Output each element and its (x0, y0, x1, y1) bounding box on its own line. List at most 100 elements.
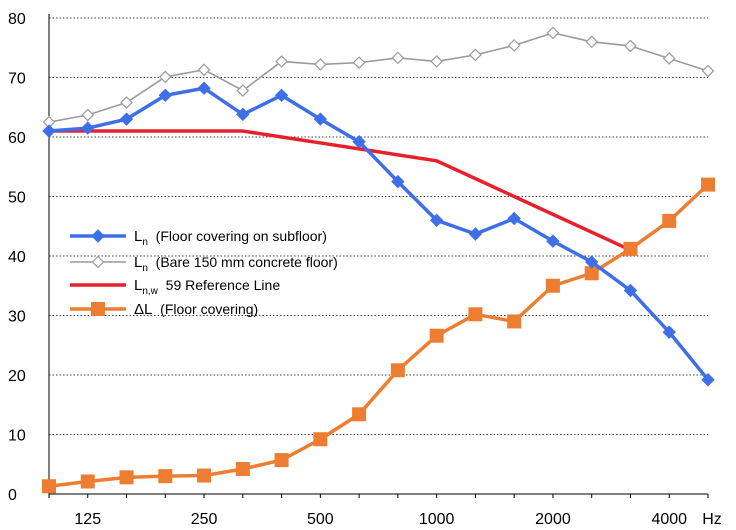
data-point (584, 255, 599, 269)
data-point (274, 453, 289, 468)
data-point (662, 52, 676, 65)
y-tick-labels: 0 10 20 30 40 50 60 70 80 (8, 11, 26, 504)
series-line (48, 86, 710, 381)
data-point (429, 328, 444, 343)
gridlines (49, 17, 708, 435)
data-point (314, 58, 327, 71)
data-point (662, 325, 676, 339)
legend-label-subscript: n,w (142, 286, 158, 297)
data-point (352, 135, 366, 149)
series-3 (42, 177, 715, 494)
legend-item: Ln (Bare 150 mm concrete floor) (70, 254, 338, 274)
data-point (391, 51, 405, 65)
axes (48, 14, 709, 498)
x-tick-label: 125 (74, 511, 101, 528)
y-tick-label: 20 (8, 368, 26, 385)
y-tick-label: 70 (8, 71, 26, 88)
data-point (236, 107, 250, 122)
data-point (274, 88, 289, 103)
data-point (313, 112, 328, 126)
data-point (545, 278, 560, 293)
data-point (429, 213, 444, 228)
data-point (119, 470, 134, 485)
data-point (42, 124, 56, 138)
data-point (81, 108, 95, 122)
data-point (391, 174, 405, 189)
series-line (48, 32, 709, 123)
data-point (352, 407, 367, 422)
data-point (701, 64, 715, 78)
legend: Ln (Floor covering on subfloor)Ln (Bare … (70, 228, 338, 318)
y-tick-label: 80 (8, 11, 26, 28)
series-line (49, 129, 632, 252)
data-point (507, 39, 521, 52)
x-tick-label: 4000 (651, 511, 687, 528)
data-point (662, 213, 677, 228)
data-point (585, 35, 599, 49)
data-point (158, 469, 173, 484)
data-point (468, 227, 483, 241)
data-point (623, 241, 638, 256)
legend-label-main: L (134, 228, 142, 245)
y-tick-label: 40 (8, 249, 26, 266)
legend-label-subscript: n (142, 263, 148, 274)
series-0 (42, 81, 715, 387)
series-2 (49, 129, 632, 252)
data-point (197, 81, 211, 95)
data-point (158, 70, 172, 84)
data-point (468, 307, 483, 322)
legend-item: Ln (Floor covering on subfloor) (70, 228, 327, 248)
data-point (81, 121, 95, 135)
data-point (507, 314, 522, 329)
legend-swatch-marker (91, 229, 105, 243)
x-tick-label: 2000 (535, 511, 571, 528)
legend-item: Ln,w 59 Reference Line (70, 277, 280, 297)
x-tick-label: 250 (191, 511, 218, 528)
data-point (313, 432, 328, 447)
plot-area (42, 26, 715, 494)
x-tick-labels: 125 250 500 1000 2000 4000 (74, 511, 687, 528)
y-tick-label: 10 (8, 428, 26, 445)
series-1 (42, 26, 715, 129)
data-point (80, 474, 95, 489)
data-point (235, 462, 250, 477)
data-point (197, 63, 211, 77)
legend-label-text: (Floor covering) (152, 301, 258, 317)
x-tick-label: 500 (307, 511, 334, 528)
legend-item: ΔL (Floor covering) (70, 301, 258, 318)
legend-label: Ln (Bare 150 mm concrete floor) (134, 254, 338, 274)
data-point (120, 96, 133, 109)
legend-label-subscript: n (142, 237, 148, 248)
legend-label-main: ΔL (134, 301, 152, 318)
data-point (701, 177, 715, 192)
data-point (584, 266, 599, 281)
legend-swatch-marker (91, 255, 105, 269)
y-tick-label: 50 (8, 190, 26, 207)
data-point (197, 468, 212, 483)
data-point (623, 283, 638, 298)
legend-label: Ln,w 59 Reference Line (134, 277, 280, 297)
legend-swatch-marker (91, 302, 105, 316)
legend-label: ΔL (Floor covering) (134, 301, 258, 318)
data-point (119, 112, 134, 126)
data-point (275, 55, 288, 68)
legend-label-text: (Bare 150 mm concrete floor) (148, 254, 338, 270)
y-tick-label: 60 (8, 130, 26, 147)
data-point (624, 39, 637, 53)
data-point (236, 84, 250, 97)
legend-label-text: (Floor covering on subfloor) (148, 228, 327, 244)
data-point (507, 211, 521, 226)
data-point (352, 56, 366, 69)
x-axis-unit-label: Hz (702, 511, 722, 528)
data-point (390, 363, 405, 378)
data-point (42, 479, 56, 494)
data-point (469, 48, 482, 62)
y-tick-label: 0 (8, 487, 17, 504)
x-tick-label: 1000 (419, 511, 455, 528)
data-point (430, 55, 443, 68)
data-point (158, 88, 173, 103)
legend-label-text: 59 Reference Line (158, 277, 280, 293)
legend-label: Ln (Floor covering on subfloor) (134, 228, 327, 248)
data-point (546, 26, 560, 40)
